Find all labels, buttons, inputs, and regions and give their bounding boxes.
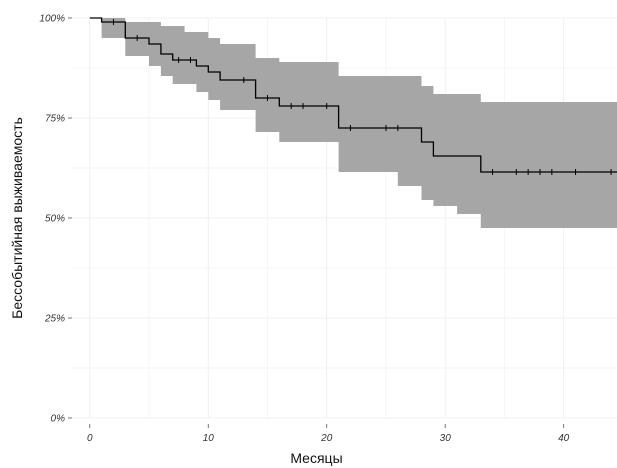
y-tick-label: 75% — [45, 114, 65, 125]
censor-marks-layer — [112, 19, 612, 175]
axis-layer: 0% 25% 50% 75% 100% 0 10 20 30 40 — [39, 14, 569, 445]
x-tick-label: 10 — [203, 433, 215, 444]
y-tick-label: 0% — [51, 414, 66, 425]
y-axis-title: Бессобытийная выживаемость — [9, 117, 25, 319]
x-axis-title: Месяцы — [290, 450, 342, 466]
confidence-band-layer — [89, 18, 617, 228]
survival-curve — [89, 17, 617, 173]
survival-line-layer — [89, 17, 617, 173]
x-tick-label: 30 — [440, 433, 452, 444]
y-tick-label: 50% — [45, 214, 65, 225]
x-tick-label: 40 — [558, 433, 570, 444]
x-tick-label: 20 — [320, 433, 333, 444]
y-tick-label: 25% — [44, 314, 65, 325]
confidence-band — [89, 18, 617, 228]
x-tick-label: 0 — [87, 433, 93, 444]
y-tick-label: 100% — [39, 14, 65, 25]
